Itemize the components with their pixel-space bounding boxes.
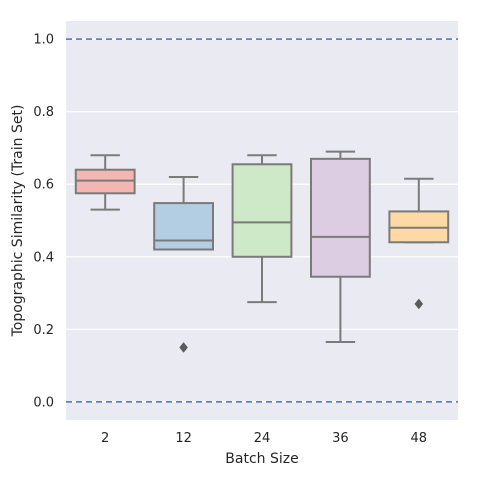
x-tick-label: 36 [332,431,349,446]
box-12 [153,175,214,353]
y-tick-label: 0.4 [33,250,54,265]
x-axis-label: Batch Size [225,451,298,467]
box-48 [388,177,450,310]
box-iqr [231,163,293,258]
x-tick-label: 48 [411,431,428,446]
reference-lines [66,38,458,403]
y-tick-label: 0.2 [33,323,54,338]
outlier-point [179,342,188,353]
x-tick-label: 2 [101,431,109,446]
box-iqr [310,157,371,278]
x-tick-label: 24 [254,431,271,446]
boxes [74,150,450,353]
y-tick-labels: 0.0 0.2 0.4 0.6 0.8 1.0 [33,33,54,411]
y-tick-label: 0.6 [33,178,54,193]
outlier-point [414,298,424,310]
box-24 [231,154,293,304]
x-tick-label: 12 [175,431,192,446]
box-iqr [153,202,214,251]
box-2 [74,154,136,211]
y-tick-label: 0.0 [33,395,54,410]
y-tick-label: 1.0 [33,33,54,48]
y-tick-label: 0.8 [33,105,54,120]
x-tick-labels: 2 12 24 36 48 [101,431,427,446]
box-36 [310,150,371,344]
y-axis-label: Topographic Similarity (Train Set) [10,105,26,338]
